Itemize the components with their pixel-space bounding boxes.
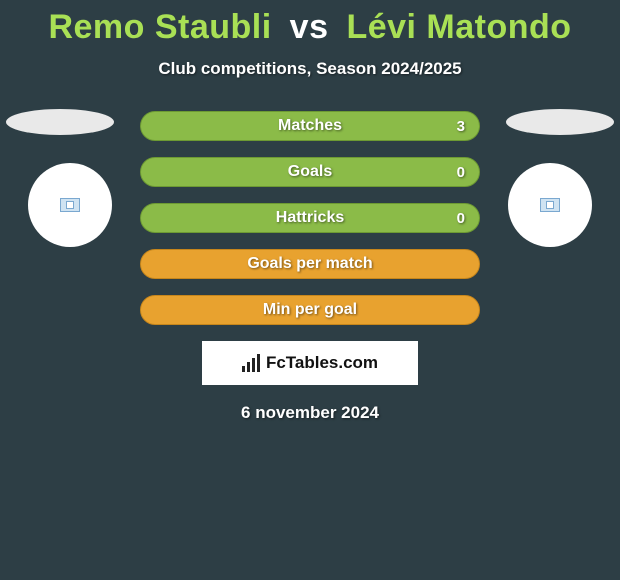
flag-icon bbox=[60, 198, 80, 212]
stat-bar: Goals 0 bbox=[140, 157, 480, 187]
stat-bar: Goals per match bbox=[140, 249, 480, 279]
stat-label: Goals per match bbox=[247, 255, 372, 273]
stat-value: 3 bbox=[457, 118, 465, 135]
branding-box: FcTables.com bbox=[202, 341, 418, 385]
player1-badge bbox=[28, 163, 112, 247]
chart-icon bbox=[242, 354, 260, 372]
stat-label: Hattricks bbox=[276, 209, 344, 227]
stat-value: 0 bbox=[457, 210, 465, 227]
player2-ellipse bbox=[506, 109, 614, 135]
comparison-title: Remo Staubli vs Lévi Matondo bbox=[0, 0, 620, 47]
subtitle: Club competitions, Season 2024/2025 bbox=[0, 59, 620, 79]
stat-bar: Matches 3 bbox=[140, 111, 480, 141]
stats-layout: Matches 3 Goals 0 Hattricks 0 Goals per match M… bbox=[0, 111, 620, 325]
stat-label: Goals bbox=[288, 163, 332, 181]
stat-bar: Hattricks 0 bbox=[140, 203, 480, 233]
date-text: 6 november 2024 bbox=[0, 403, 620, 423]
player2-badge bbox=[508, 163, 592, 247]
branding-text: FcTables.com bbox=[266, 353, 378, 373]
stat-bars: Matches 3 Goals 0 Hattricks 0 Goals per match M… bbox=[140, 111, 480, 325]
stat-label: Min per goal bbox=[263, 301, 357, 319]
flag-icon bbox=[540, 198, 560, 212]
stat-value: 0 bbox=[457, 164, 465, 181]
stat-bar: Min per goal bbox=[140, 295, 480, 325]
vs-text: vs bbox=[290, 8, 329, 46]
player2-name: Lévi Matondo bbox=[346, 8, 571, 46]
player1-ellipse bbox=[6, 109, 114, 135]
player1-name: Remo Staubli bbox=[48, 8, 271, 46]
stat-label: Matches bbox=[278, 117, 342, 135]
